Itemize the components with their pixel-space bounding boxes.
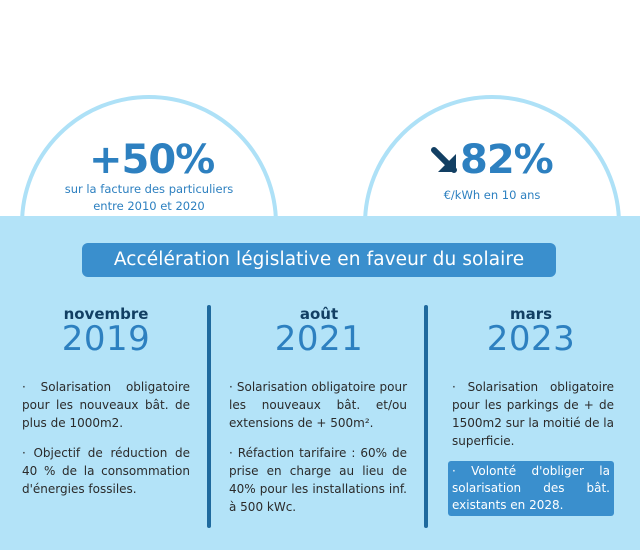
column-divider-1 — [207, 305, 211, 528]
timeline-2023-highlight: · Volonté d'obliger la solarisation des … — [448, 461, 614, 516]
timeline-year-2023: 2023 — [486, 319, 576, 359]
stat-right-caption: €/kWh en 10 ans — [443, 188, 541, 202]
stat-left-value: +50% — [89, 137, 215, 183]
timeline-month-2023: mars — [509, 305, 553, 323]
timeline-month-2021: août — [299, 305, 339, 323]
timeline-year-2019: 2019 — [61, 319, 151, 359]
timeline-2021-bullet-1: · Solarisation obligatoire pour les nouv… — [229, 380, 407, 430]
column-divider-2 — [424, 305, 428, 528]
timeline-2019-bullet-1: · Solarisation obligatoire pour les nouv… — [22, 380, 190, 430]
arrow-down-right-icon — [431, 147, 457, 173]
timeline-2019-bullet-2: · Objectif de réduction de 40 % de la co… — [22, 446, 190, 496]
timeline-2021-bullet-2: · Réfaction tarifaire : 60% de prise en … — [229, 446, 407, 514]
timeline-2023-bullet-1: · Solarisation obligatoire pour les park… — [452, 380, 614, 448]
stat-left-caption-line2: entre 2010 et 2020 — [93, 199, 205, 213]
stat-right-value: 82% — [460, 137, 554, 183]
timeline-month-2019: novembre — [63, 305, 149, 323]
timeline-year-2021: 2021 — [274, 319, 364, 359]
stat-left-caption-line1: sur la facture des particuliers — [64, 182, 234, 196]
headline-banner: Accélération législative en faveur du so… — [82, 243, 556, 277]
